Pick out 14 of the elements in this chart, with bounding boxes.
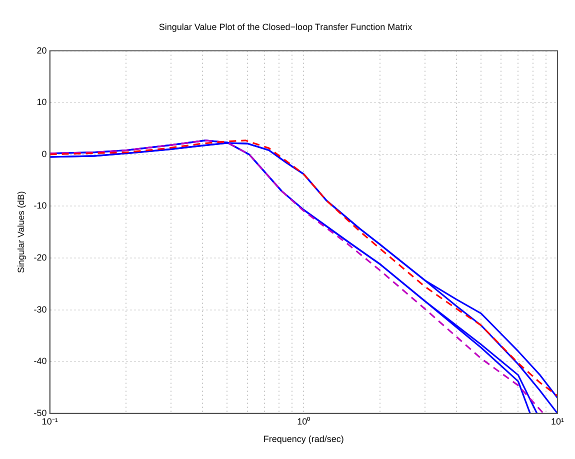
y-tick-label: 20 xyxy=(36,45,47,56)
y-tick-label: -10 xyxy=(34,200,47,211)
y-tick-label: 10 xyxy=(36,97,47,108)
y-tick-label: -50 xyxy=(34,408,47,418)
x-tick-label: 10⁰ xyxy=(297,416,310,426)
y-axis-title: Singular Values (dB) xyxy=(16,191,26,274)
x-tick-label: 10⁻¹ xyxy=(42,416,58,426)
chart-title: Singular Value Plot of the Closed−loop Transfer Function Matrix xyxy=(158,22,413,32)
y-tick-label: -20 xyxy=(34,252,47,262)
x-axis-title: Frequency (rad/sec) xyxy=(263,434,344,444)
y-tick-label: -40 xyxy=(34,356,47,366)
y-tick-label: -30 xyxy=(34,304,47,314)
x-tick-label: 10¹ xyxy=(550,416,564,426)
y-tick-label: 0 xyxy=(42,148,47,159)
